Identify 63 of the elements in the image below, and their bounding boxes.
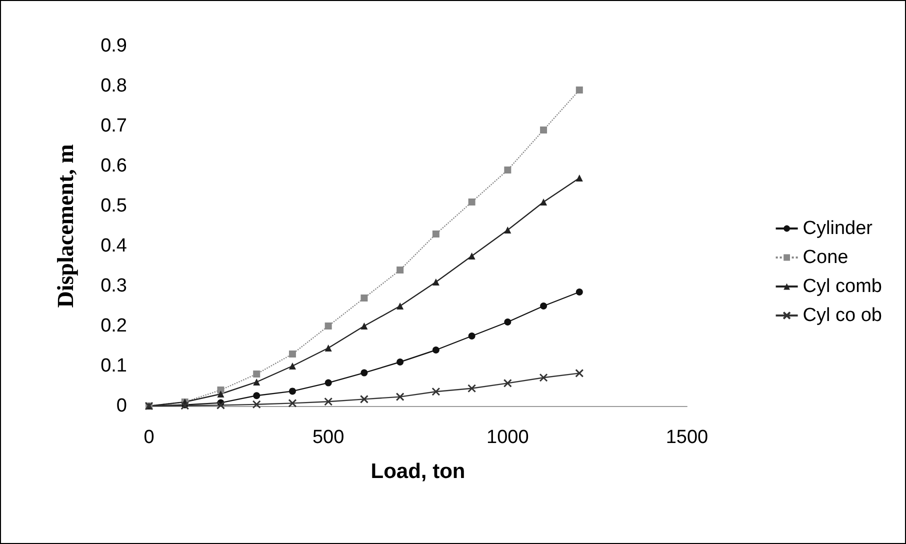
point [432, 346, 440, 354]
point [324, 379, 332, 386]
x-tick-label: 1000 [486, 427, 529, 448]
legend-label: Cone [802, 247, 848, 268]
point [396, 392, 404, 402]
legend-label: Cyl comb [802, 276, 882, 297]
point [288, 350, 296, 358]
point [252, 400, 261, 409]
point [468, 332, 476, 340]
point [396, 358, 404, 366]
point [216, 400, 225, 410]
point [217, 386, 224, 394]
point [360, 294, 368, 302]
y-tick-label: 0.3 [100, 276, 127, 296]
point [253, 370, 260, 378]
y-tick-label: 0.9 [100, 36, 127, 56]
y-tick-label: 0.7 [100, 116, 127, 136]
point [504, 166, 512, 174]
point [324, 344, 332, 352]
x-tick-label: 500 [312, 427, 344, 448]
point [576, 86, 583, 94]
point [503, 378, 512, 388]
point [360, 322, 368, 330]
point [360, 394, 368, 404]
point [504, 226, 512, 234]
y-tick-label: 0.5 [100, 196, 127, 216]
x-axis-title: Load, ton [370, 460, 466, 483]
y-tick-label: 0.2 [100, 316, 127, 336]
point [288, 398, 297, 408]
point [253, 392, 260, 400]
point [324, 322, 332, 330]
point [396, 266, 404, 274]
point [253, 378, 260, 386]
point [539, 373, 548, 382]
point [576, 288, 583, 296]
point [288, 388, 296, 395]
point [468, 198, 476, 206]
point [324, 397, 333, 406]
point [288, 362, 296, 370]
point [575, 368, 584, 378]
point [432, 387, 440, 396]
point [432, 278, 440, 286]
y-tick-label: 0.6 [100, 156, 127, 176]
y-axis-title: Displacement, m [53, 144, 78, 308]
point [540, 302, 548, 310]
legend-label: Cyl co ob [802, 305, 882, 326]
point [576, 174, 583, 182]
point [504, 318, 512, 326]
y-tick-label: 0 [116, 396, 127, 416]
point [468, 384, 476, 393]
point [468, 252, 476, 260]
point [540, 198, 548, 206]
y-tick-label: 0.4 [100, 236, 128, 256]
point [396, 302, 404, 310]
point [360, 369, 368, 376]
point [217, 390, 224, 398]
y-tick-label: 0.1 [100, 356, 127, 376]
point [432, 230, 440, 238]
x-tick-label: 1500 [666, 427, 708, 448]
x-tick-label: 0 [144, 427, 154, 448]
legend-label: Cylinder [802, 218, 874, 239]
y-tick-label: 0.8 [100, 76, 127, 96]
point [540, 126, 548, 134]
